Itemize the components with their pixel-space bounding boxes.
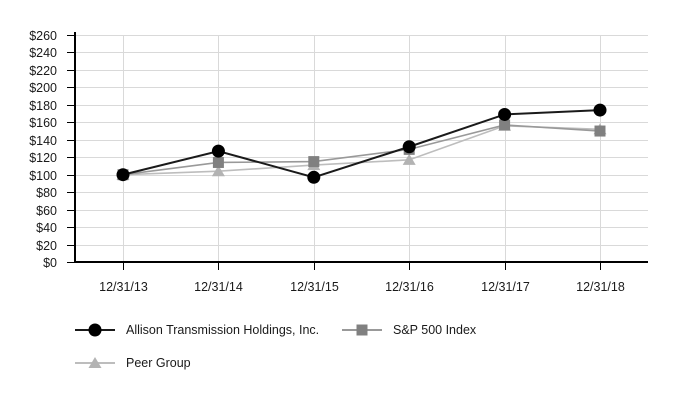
legend-label-peer-group: Peer Group: [126, 356, 191, 370]
y-tick-label: $200: [29, 81, 57, 95]
x-tick-label: 12/31/15: [290, 280, 339, 294]
data-point-triangle: [402, 153, 416, 165]
plot-area: $0 $20 $40 $60 $80 $100 $120 $140 $160 $180 $200 $2…: [29, 29, 648, 294]
series-line-triangle: [122, 124, 601, 176]
data-point-circle: [307, 170, 321, 184]
data-point-circle: [116, 168, 130, 182]
legend-item-peer-group: Peer Group: [75, 355, 191, 371]
y-tick-label: $120: [29, 151, 57, 165]
data-point-square: [308, 156, 320, 168]
y-tick-label: $100: [29, 169, 57, 183]
y-tick-label: $220: [29, 64, 57, 78]
legend-swatch-svg: [75, 357, 115, 368]
data-point-square: [594, 125, 606, 137]
y-tick-label: $20: [36, 239, 57, 253]
y-tick-label: $180: [29, 99, 57, 113]
legend-item-sp500: S&P 500 Index: [342, 322, 476, 338]
y-tick-label: $140: [29, 134, 57, 148]
y-tick-label: $160: [29, 116, 57, 130]
y-tick-label: $80: [36, 186, 57, 200]
data-point-circle: [211, 144, 225, 158]
legend-label-sp500: S&P 500 Index: [393, 323, 477, 337]
y-tick-label: $260: [29, 29, 57, 43]
sp500-square-marker-icon: [342, 323, 382, 337]
legend-swatch-svg: [75, 323, 115, 337]
series-line-circle: [122, 109, 601, 179]
data-point-circle: [593, 103, 607, 117]
legend-swatch-svg: [342, 324, 382, 336]
y-tick-label: $0: [43, 256, 57, 270]
x-tick-label: 12/31/18: [576, 280, 625, 294]
y-tick-label: $40: [36, 221, 57, 235]
x-tick-label: 12/31/17: [481, 280, 530, 294]
y-tick-label: $60: [36, 204, 57, 218]
data-point-square: [499, 119, 511, 131]
allison-circle-marker-icon: [75, 323, 115, 337]
x-tick-label: 12/31/16: [385, 280, 434, 294]
x-tick-label: 12/31/13: [99, 280, 148, 294]
legend-label-allison: Allison Transmission Holdings, Inc.: [126, 323, 320, 337]
data-point-circle: [498, 107, 512, 121]
data-point-triangle: [211, 165, 225, 177]
peer-group-triangle-marker-icon: [75, 356, 115, 370]
x-tick-label: 12/31/14: [194, 280, 243, 294]
data-point-square: [212, 156, 224, 168]
data-point-circle: [402, 140, 416, 154]
legend-item-allison: Allison Transmission Holdings, Inc.: [75, 322, 319, 338]
series-line-square: [122, 124, 601, 176]
y-tick-label: $240: [29, 46, 57, 60]
